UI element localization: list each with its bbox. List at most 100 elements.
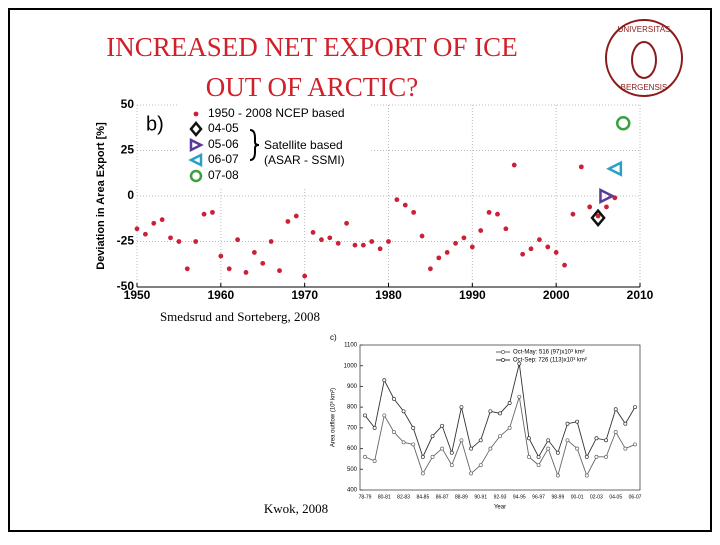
- point: [503, 226, 509, 232]
- logo-ring: [605, 19, 683, 97]
- point: [562, 262, 567, 268]
- point: [613, 407, 618, 412]
- point: [459, 438, 464, 443]
- point: [449, 450, 454, 455]
- point: [553, 250, 559, 255]
- point: [565, 421, 570, 426]
- legend-label: 05-06: [208, 137, 239, 151]
- point: [420, 454, 425, 459]
- point: [536, 454, 541, 459]
- x-tick-label: 90-91: [474, 494, 487, 500]
- point: [159, 217, 165, 223]
- point: [293, 213, 299, 219]
- x-tick-label: 84-85: [416, 494, 429, 500]
- point: [498, 434, 502, 439]
- point: [613, 430, 618, 434]
- point: [402, 202, 408, 208]
- legend-box: [178, 104, 370, 188]
- point: [526, 436, 531, 441]
- point: [595, 213, 601, 219]
- y-tick-label: 1000: [344, 363, 358, 369]
- x-tick-label: 00-01: [571, 494, 584, 500]
- point: [604, 454, 609, 459]
- x-tick-label: 1970: [291, 288, 318, 302]
- x-tick-label: 02-03: [590, 494, 603, 500]
- point: [363, 454, 367, 459]
- legend-marker: [189, 121, 203, 137]
- point: [488, 446, 493, 451]
- point: [243, 270, 249, 275]
- point: [268, 239, 274, 244]
- point: [461, 235, 467, 241]
- legend-marker: [501, 358, 505, 362]
- point: [520, 251, 526, 257]
- point: [469, 471, 474, 476]
- point: [615, 115, 631, 131]
- point: [151, 220, 157, 226]
- point: [511, 162, 517, 168]
- x-axis-label: Year: [494, 505, 506, 511]
- y-tick-label: 1100: [344, 343, 358, 349]
- point: [363, 413, 367, 418]
- point: [193, 239, 199, 244]
- caption: Kwok, 2008: [264, 501, 328, 516]
- y-tick-label: 800: [347, 405, 358, 411]
- point: [419, 233, 425, 239]
- point: [411, 209, 417, 215]
- point: [369, 239, 375, 244]
- legend-marker: [189, 169, 203, 183]
- point: [401, 440, 406, 445]
- legend-label: Oct-May: 516 (97)x10³ km²: [513, 350, 585, 356]
- point: [142, 231, 148, 237]
- y-axis-label: Area outflow (10³ km²): [331, 388, 337, 447]
- point: [526, 454, 531, 459]
- point: [604, 438, 609, 443]
- point: [517, 361, 522, 366]
- point: [488, 409, 493, 414]
- y-tick-label: 600: [347, 446, 358, 452]
- point: [599, 187, 616, 205]
- point: [372, 459, 377, 463]
- point: [537, 237, 542, 243]
- point: [226, 266, 232, 272]
- x-tick-label: 96-97: [532, 494, 545, 500]
- legend-group-label: (ASAR - SSMI): [264, 153, 345, 167]
- legend-marker: [193, 111, 199, 117]
- point: [360, 242, 366, 248]
- panel-label: c): [330, 333, 337, 342]
- point: [633, 442, 637, 447]
- point: [440, 423, 445, 428]
- caption: Smedsrud and Sorteberg, 2008: [160, 309, 320, 324]
- point: [459, 405, 464, 410]
- legend-marker: [189, 137, 204, 153]
- point: [302, 273, 308, 279]
- y-tick-label: 25: [121, 143, 135, 157]
- point: [584, 473, 589, 478]
- x-tick-label: 80-81: [378, 494, 391, 500]
- x-tick-label: 82-83: [397, 494, 410, 500]
- point: [498, 411, 502, 416]
- point: [570, 211, 576, 217]
- point: [352, 242, 358, 248]
- x-tick-label: 2000: [543, 288, 570, 302]
- point: [377, 246, 383, 252]
- point: [469, 244, 475, 250]
- point: [555, 473, 560, 478]
- point: [478, 228, 484, 233]
- point: [210, 209, 215, 215]
- point: [545, 244, 551, 250]
- legend-label: 04-05: [208, 121, 239, 135]
- x-tick-label: 1980: [375, 288, 402, 302]
- point: [235, 237, 241, 243]
- x-tick-label: 86-87: [436, 494, 449, 500]
- x-tick-label: 92-93: [494, 494, 507, 500]
- point: [344, 220, 349, 226]
- point: [372, 425, 377, 430]
- point: [546, 446, 551, 451]
- point: [382, 378, 387, 383]
- point: [575, 419, 580, 424]
- point: [319, 237, 324, 243]
- x-tick-label: 94-95: [513, 494, 526, 500]
- x-tick-label: 1990: [459, 288, 486, 302]
